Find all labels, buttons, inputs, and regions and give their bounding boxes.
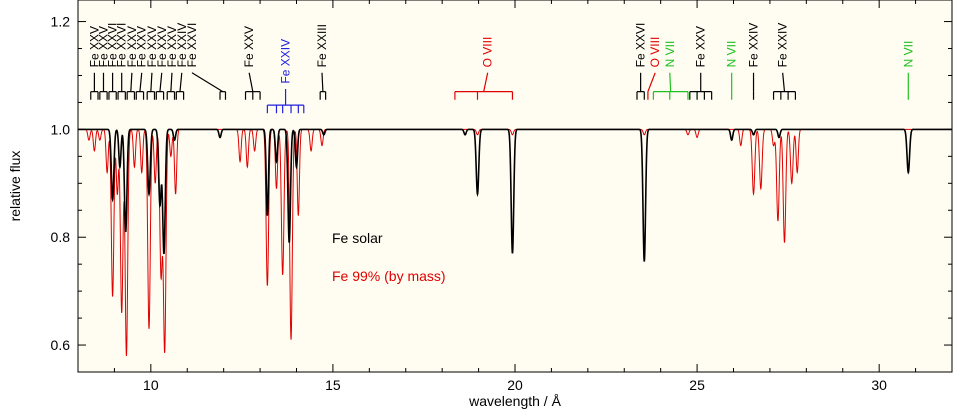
line-id-stem [782, 72, 786, 92]
line-id-group: Fe XXV [125, 26, 139, 100]
line-id-group: Fe XXV [135, 26, 149, 100]
line-id-label: Fe XXV [96, 26, 110, 67]
line-id-label: Fe XXIII [315, 24, 329, 67]
line-id-stem [321, 72, 324, 92]
y-tick-label: 1.0 [51, 121, 71, 137]
y-tick-label: 0.6 [51, 337, 71, 353]
line-id-group: Fe XXV [145, 26, 159, 100]
line-id-label: O VIII [481, 37, 495, 68]
line-id-stem [179, 72, 183, 92]
line-id-stem [170, 72, 173, 92]
line-id-label: Fe XXVI [115, 23, 129, 68]
line-id-label: Fe XXVI [106, 23, 120, 68]
line-id-group: Fe XXIV [175, 23, 189, 100]
line-id-stem [191, 72, 224, 93]
line-id-group: Fe XXV [242, 26, 261, 100]
line-id-stem [159, 72, 163, 92]
line-id-group: N VII [725, 41, 739, 100]
series-fe-solar [78, 128, 952, 262]
line-id-group: Fe XXIII [315, 24, 329, 100]
line-id-stem [139, 72, 143, 92]
line-id-stem [669, 72, 672, 92]
line-id-group: Fe XXIV [266, 39, 305, 114]
x-tick-label: 25 [689, 377, 705, 393]
line-id-label: Fe XXV [135, 26, 149, 67]
line-id-label: Fe XXV [87, 26, 101, 67]
line-id-label: Fe XXVI [634, 23, 648, 68]
line-id-group: Fe XXVI [115, 23, 129, 100]
line-id-label: Fe XXV [694, 26, 708, 67]
line-id-group: N VII [652, 41, 689, 100]
line-id-label: Fe XXIV [747, 23, 761, 68]
line-id-stem [150, 72, 153, 92]
line-id-label: Fe XXIV [279, 39, 293, 84]
y-tick-labels: 0.6 0.8 1.0 1.2 [51, 14, 71, 353]
x-tick-label: 30 [871, 377, 887, 393]
line-id-label: Fe XXV [145, 26, 159, 67]
line-id-group: N VII [901, 41, 915, 100]
line-id-stem [130, 72, 133, 92]
line-id-group: O VIII [454, 37, 514, 100]
series-layer [78, 128, 952, 357]
line-id-group: Fe XXV [96, 26, 110, 100]
line-id-stem [647, 72, 656, 92]
y-tick-label: 0.8 [51, 229, 71, 245]
line-id-group: Fe XXIV [747, 23, 761, 100]
line-id-label: O VIII [648, 37, 662, 68]
line-id-label: N VII [725, 41, 739, 68]
x-tick-label: 10 [143, 377, 159, 393]
line-id-stem [248, 72, 254, 92]
x-tick-label: 20 [507, 377, 523, 393]
line-id-group: Fe XXVI [106, 23, 120, 100]
line-id-group: Fe XXV [87, 26, 101, 100]
line-id-label: Fe XXV [155, 26, 169, 67]
line-id-label: Fe XXV [242, 26, 256, 67]
legend-entry-fe99: Fe 99% (by mass) [332, 268, 446, 284]
line-id-label: Fe XXV [165, 26, 179, 67]
plot-area [77, 0, 953, 373]
line-id-group: Fe XXVI [634, 23, 648, 100]
y-axis-label: relative flux [7, 151, 23, 222]
line-id-group: O VIII [647, 37, 662, 100]
line-id-group: Fe XXV [155, 26, 169, 100]
line-id-group: Fe XXV [689, 26, 713, 100]
line-id-label: N VII [901, 41, 915, 68]
axis-ticks [77, 0, 953, 372]
line-id-stem [483, 72, 489, 92]
line-id-label: Fe XXV [125, 26, 139, 67]
line-id-group: Fe XXVI [185, 23, 227, 100]
line-id-label: N VII [663, 41, 677, 68]
line-id-group: Fe XXIV [772, 23, 797, 100]
line-id-label: Fe XXVI [185, 23, 199, 68]
legend-entry-solar: Fe solar [332, 230, 383, 246]
line-id-group: Fe XXV [165, 26, 179, 100]
line-id-label: Fe XXIV [175, 23, 189, 68]
y-tick-label: 1.2 [51, 14, 71, 30]
x-axis-label: wavelength / Å [468, 393, 561, 409]
x-tick-label: 15 [325, 377, 341, 393]
x-tick-labels: 10 15 20 25 30 [143, 377, 887, 393]
line-id-label: Fe XXIV [776, 23, 790, 68]
